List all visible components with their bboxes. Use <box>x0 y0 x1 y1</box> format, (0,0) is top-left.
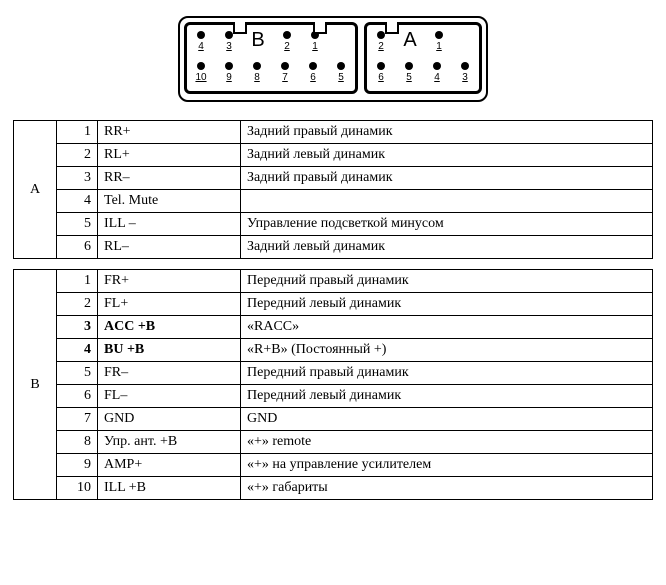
pin-description: Передний левый динамик <box>241 293 653 316</box>
pin: 4 <box>429 62 445 83</box>
pin: 4 <box>193 31 209 52</box>
group-label: A <box>14 121 57 259</box>
table-row: 4Tel. Mute <box>14 190 653 213</box>
pin-description: «RACC» <box>241 316 653 339</box>
pin-signal: ACC +B <box>98 316 241 339</box>
pin-description: Задний левый динамик <box>241 236 653 259</box>
pin-signal: FR– <box>98 362 241 385</box>
table-row: 4BU +B«R+B» (Постоянный +) <box>14 339 653 362</box>
pin-description: Передний правый динамик <box>241 362 653 385</box>
pin-signal: Упр. ант. +B <box>98 431 241 454</box>
pin-number: 8 <box>57 431 98 454</box>
table-row: A1RR+Задний правый динамик <box>14 121 653 144</box>
table-row: B1FR+Передний правый динамик <box>14 270 653 293</box>
pin: 5 <box>333 62 349 83</box>
pin-description: Передний правый динамик <box>241 270 653 293</box>
pin-signal: RR– <box>98 167 241 190</box>
pin-description: Управление подсветкой минусом <box>241 213 653 236</box>
pinout-tables: A1RR+Задний правый динамик2RL+Задний лев… <box>10 120 656 500</box>
table-row: 9AMP+«+» на управление усилителем <box>14 454 653 477</box>
pin-description <box>241 190 653 213</box>
pin-description: Передний левый динамик <box>241 385 653 408</box>
connector-block-b: 43B21 10 98765 <box>184 22 358 94</box>
block-label: A <box>401 29 419 52</box>
connector-key-notch <box>385 22 399 34</box>
pin-number: 6 <box>57 385 98 408</box>
connector-block-a: 2A1 6543 <box>364 22 482 94</box>
table-row: 3RR–Задний правый динамик <box>14 167 653 190</box>
pin: 9 <box>221 62 237 83</box>
table-row: 2FL+Передний левый динамик <box>14 293 653 316</box>
pin-description: GND <box>241 408 653 431</box>
pin-signal: ILL – <box>98 213 241 236</box>
table-row: 10ILL +B«+» габариты <box>14 477 653 500</box>
pin: 10 <box>193 62 209 83</box>
pin: 6 <box>305 62 321 83</box>
pin-number: 9 <box>57 454 98 477</box>
table-row: 5FR–Передний правый динамик <box>14 362 653 385</box>
pin-number: 4 <box>57 190 98 213</box>
pin: 5 <box>401 62 417 83</box>
pin-signal: ILL +B <box>98 477 241 500</box>
pin: 6 <box>373 62 389 83</box>
pin-number: 3 <box>57 316 98 339</box>
pin: 1 <box>431 31 447 52</box>
table-row: 6FL–Передний левый динамик <box>14 385 653 408</box>
pin-number: 2 <box>57 144 98 167</box>
pin-description: «R+B» (Постоянный +) <box>241 339 653 362</box>
table-row: 2RL+Задний левый динамик <box>14 144 653 167</box>
pin: 7 <box>277 62 293 83</box>
pin-number: 10 <box>57 477 98 500</box>
pin: 2 <box>373 31 389 52</box>
table-row: 3ACC +B«RACC» <box>14 316 653 339</box>
connector-diagram: 43B2110987652A16543 <box>10 16 656 102</box>
pinout-table-a: A1RR+Задний правый динамик2RL+Задний лев… <box>13 120 653 259</box>
group-label: B <box>14 270 57 500</box>
pin-signal: Tel. Mute <box>98 190 241 213</box>
block-label: B <box>249 29 267 52</box>
pin-signal: FL– <box>98 385 241 408</box>
pin-signal: RR+ <box>98 121 241 144</box>
pin-number: 1 <box>57 121 98 144</box>
table-row: 5ILL –Управление подсветкой минусом <box>14 213 653 236</box>
pin-signal: BU +B <box>98 339 241 362</box>
pin: 2 <box>279 31 295 52</box>
pin-number: 2 <box>57 293 98 316</box>
pin: 8 <box>249 62 265 83</box>
table-row: 6RL–Задний левый динамик <box>14 236 653 259</box>
pin-signal: FL+ <box>98 293 241 316</box>
connector-key-notch <box>233 22 247 34</box>
pin-number: 7 <box>57 408 98 431</box>
pin-description: Задний правый динамик <box>241 167 653 190</box>
pin: 3 <box>457 62 473 83</box>
pinout-table-b: B1FR+Передний правый динамик2FL+Передний… <box>13 269 653 500</box>
pin-number: 1 <box>57 270 98 293</box>
pin: 3 <box>221 31 237 52</box>
pin-description: «+» remote <box>241 431 653 454</box>
pin-number: 5 <box>57 362 98 385</box>
pin-signal: RL– <box>98 236 241 259</box>
pin-number: 4 <box>57 339 98 362</box>
table-row: 7GNDGND <box>14 408 653 431</box>
connector-key-notch <box>313 22 327 34</box>
pin-signal: FR+ <box>98 270 241 293</box>
pin-number: 3 <box>57 167 98 190</box>
pin-signal: GND <box>98 408 241 431</box>
table-row: 8Упр. ант. +B«+» remote <box>14 431 653 454</box>
pin-description: «+» габариты <box>241 477 653 500</box>
pin-description: «+» на управление усилителем <box>241 454 653 477</box>
pin-number: 6 <box>57 236 98 259</box>
pin-number: 5 <box>57 213 98 236</box>
pin: 1 <box>307 31 323 52</box>
pin-signal: RL+ <box>98 144 241 167</box>
pin-description: Задний левый динамик <box>241 144 653 167</box>
pin-signal: AMP+ <box>98 454 241 477</box>
pin-description: Задний правый динамик <box>241 121 653 144</box>
